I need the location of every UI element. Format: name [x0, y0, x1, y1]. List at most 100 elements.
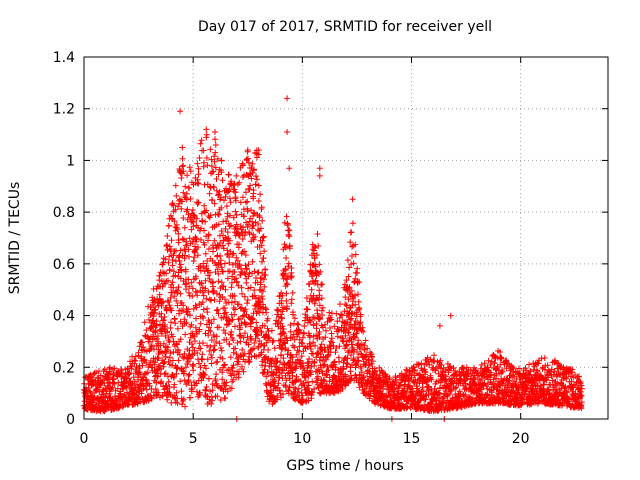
data-point: [200, 159, 207, 166]
data-point: [203, 365, 209, 372]
data-point: [164, 347, 171, 353]
data-point: [241, 248, 248, 255]
data-point: [180, 189, 187, 196]
data-point: [286, 165, 293, 172]
x-tick-label: 5: [189, 431, 198, 447]
data-point: [183, 242, 190, 249]
data-point: [337, 311, 344, 318]
data-point: [181, 370, 188, 377]
data-point: [187, 312, 193, 319]
y-tick-label: 0: [66, 412, 75, 428]
data-point: [190, 258, 197, 264]
data-point: [191, 333, 198, 340]
data-point: [200, 340, 206, 346]
data-point: [146, 382, 153, 389]
data-point: [208, 156, 215, 163]
data-point: [207, 146, 214, 153]
data-point: [269, 356, 276, 363]
data-point: [136, 343, 143, 350]
data-point: [251, 340, 258, 346]
data-point: [226, 223, 233, 230]
data-point: [185, 306, 192, 313]
data-point: [261, 283, 268, 290]
data-point: [199, 299, 206, 306]
data-point: [541, 355, 548, 361]
data-point: [210, 316, 217, 323]
data-point: [165, 223, 172, 229]
data-point: [355, 298, 362, 305]
data-point: [170, 338, 177, 345]
data-point: [177, 266, 184, 273]
data-point: [526, 361, 533, 368]
data-point: [205, 289, 212, 296]
data-point: [245, 285, 252, 292]
data-point: [239, 236, 246, 242]
data-point: [288, 296, 295, 303]
data-point: [212, 136, 219, 143]
data-point: [221, 197, 227, 204]
data-point: [234, 339, 241, 346]
data-point: [183, 319, 190, 326]
data-point: [193, 315, 199, 322]
data-point: [110, 375, 117, 382]
data-point: [222, 193, 229, 200]
data-point: [240, 194, 246, 201]
data-point: [188, 226, 195, 233]
data-point: [217, 253, 224, 259]
data-point: [166, 302, 173, 309]
data-point: [211, 346, 218, 353]
data-point: [260, 233, 267, 240]
data-point: [231, 292, 238, 299]
data-point: [178, 388, 185, 395]
data-point: [152, 359, 158, 366]
data-point: [199, 351, 206, 358]
data-point: [221, 260, 228, 267]
data-point: [262, 266, 269, 273]
data-point: [233, 278, 240, 285]
data-point: [180, 302, 187, 309]
data-point: [228, 372, 235, 379]
data-point: [170, 357, 176, 364]
data-point: [219, 376, 226, 383]
data-point: [237, 338, 244, 345]
data-point: [204, 258, 211, 264]
data-point: [97, 372, 104, 379]
data-point: [182, 183, 189, 190]
data-point: [216, 324, 222, 331]
data-point: [264, 315, 271, 322]
data-point: [205, 237, 211, 244]
data-point: [261, 248, 268, 255]
data-point: [235, 301, 242, 308]
data-point: [203, 207, 210, 214]
data-point: [188, 385, 195, 392]
data-point: [228, 284, 235, 291]
data-point: [227, 212, 233, 219]
data-point: [227, 248, 234, 255]
data-point: [269, 339, 276, 345]
data-point: [194, 388, 200, 395]
data-point: [185, 246, 192, 253]
data-point: [144, 393, 151, 400]
data-point: [220, 362, 227, 369]
data-point: [193, 304, 200, 311]
data-point: [237, 199, 244, 206]
data-point: [180, 162, 187, 169]
data-point: [177, 378, 184, 385]
data-point: [238, 304, 245, 311]
data-point: [171, 381, 178, 388]
data-point: [154, 333, 161, 339]
data-point: [196, 155, 203, 161]
data-point: [185, 289, 192, 296]
data-point: [204, 342, 210, 349]
data-point: [206, 190, 213, 197]
data-point: [219, 242, 226, 249]
data-point: [242, 262, 249, 269]
data-point: [194, 160, 201, 167]
data-point: [233, 212, 240, 218]
data-point: [236, 241, 242, 248]
data-point: [242, 306, 249, 313]
data-point: [161, 314, 168, 320]
data-point: [239, 162, 246, 168]
data-point: [252, 181, 259, 188]
data-point: [186, 283, 193, 290]
